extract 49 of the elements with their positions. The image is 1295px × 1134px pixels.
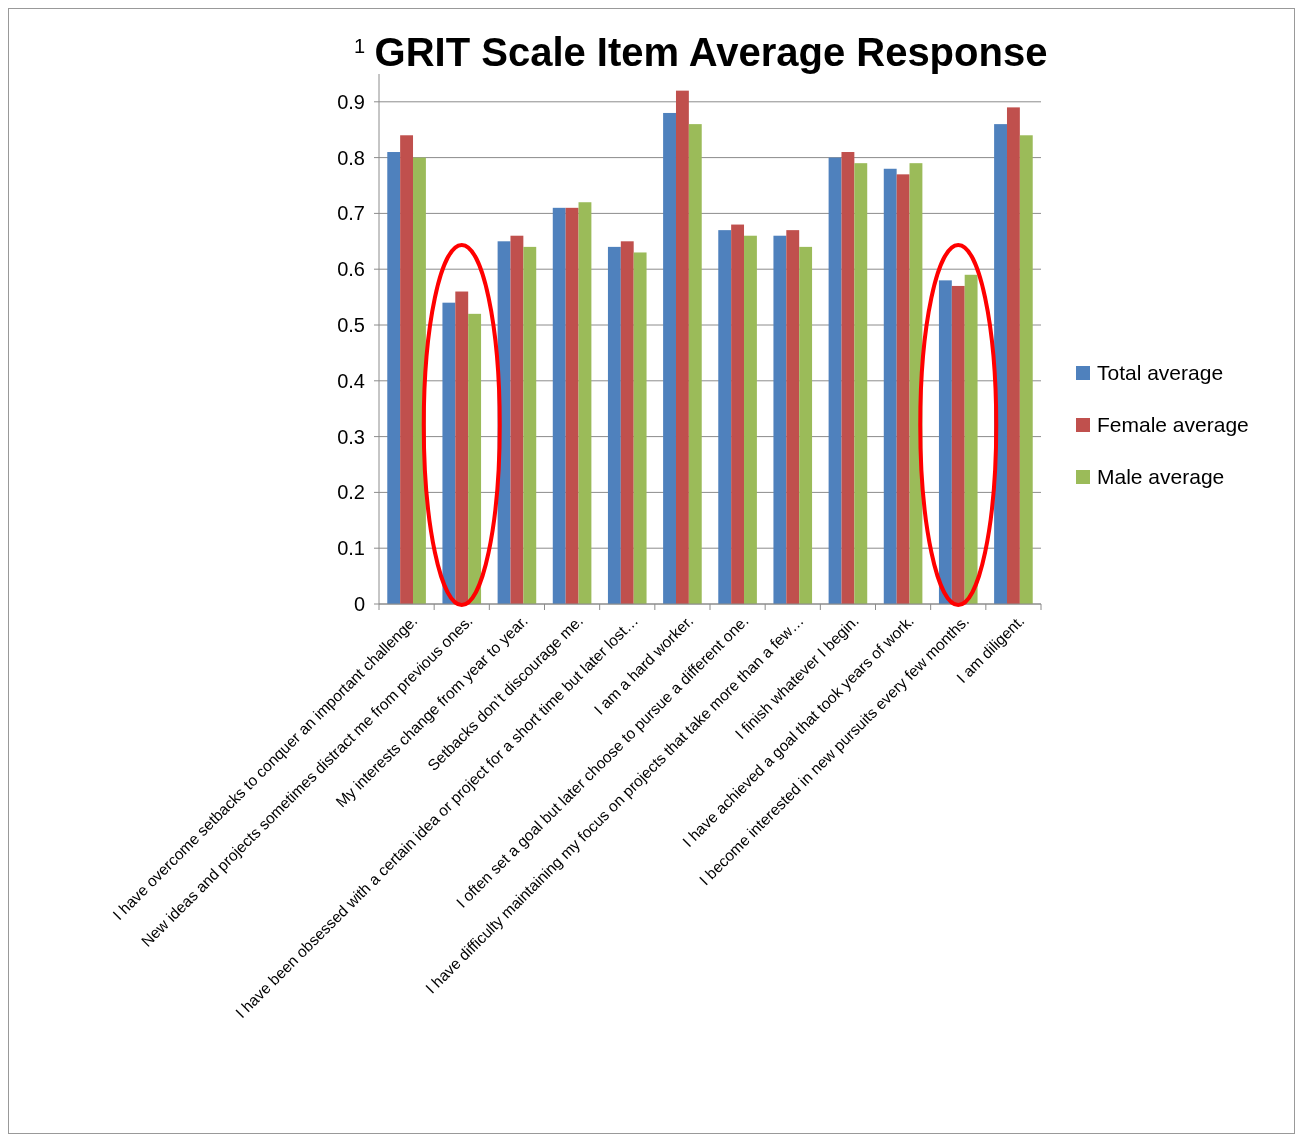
bar (994, 124, 1007, 604)
bar (854, 163, 868, 604)
bar (387, 152, 401, 604)
bar (523, 246, 537, 604)
y-tick-label: 0 (353, 593, 365, 615)
bar (744, 235, 757, 604)
bar (841, 152, 855, 604)
y-tick-label: 0.6 (337, 258, 365, 281)
bar (1006, 107, 1020, 604)
legend-label: Total average (1097, 361, 1224, 385)
bar (951, 285, 965, 604)
bar (731, 224, 745, 604)
bar (607, 246, 621, 604)
bar (675, 90, 689, 604)
bar (799, 246, 813, 604)
y-tick-label: 0.4 (337, 369, 365, 392)
bar (413, 157, 426, 604)
chart-title: GRIT Scale Item Average Response (374, 30, 1048, 74)
y-tick-label: 0.7 (337, 202, 365, 225)
bar (773, 235, 787, 604)
bar (552, 207, 566, 604)
bar (578, 202, 592, 604)
bar (718, 230, 732, 604)
bar (633, 252, 647, 604)
y-tick-label: 0.3 (337, 425, 365, 448)
bar (786, 230, 800, 604)
legend-label: Female average (1097, 413, 1249, 437)
bar (663, 112, 676, 604)
bar (938, 280, 952, 604)
y-tick-label: 1 (353, 35, 365, 57)
bar (1019, 135, 1033, 604)
bar (400, 135, 414, 604)
y-tick-label: 0.8 (337, 146, 365, 169)
bar (510, 235, 524, 604)
bar (964, 274, 978, 604)
bar (688, 124, 702, 604)
bar (468, 313, 482, 604)
y-tick-label: 0.1 (337, 537, 365, 560)
bar (828, 157, 842, 604)
bar (883, 168, 897, 604)
y-tick-label: 0.5 (337, 314, 365, 336)
bar (565, 207, 579, 604)
legend-label: Male average (1097, 465, 1225, 489)
bar (620, 241, 634, 604)
bar (896, 174, 910, 604)
y-tick-label: 0.9 (337, 90, 365, 113)
y-tick-label: 0.2 (337, 481, 365, 504)
bar (455, 291, 469, 604)
bar (442, 302, 456, 604)
